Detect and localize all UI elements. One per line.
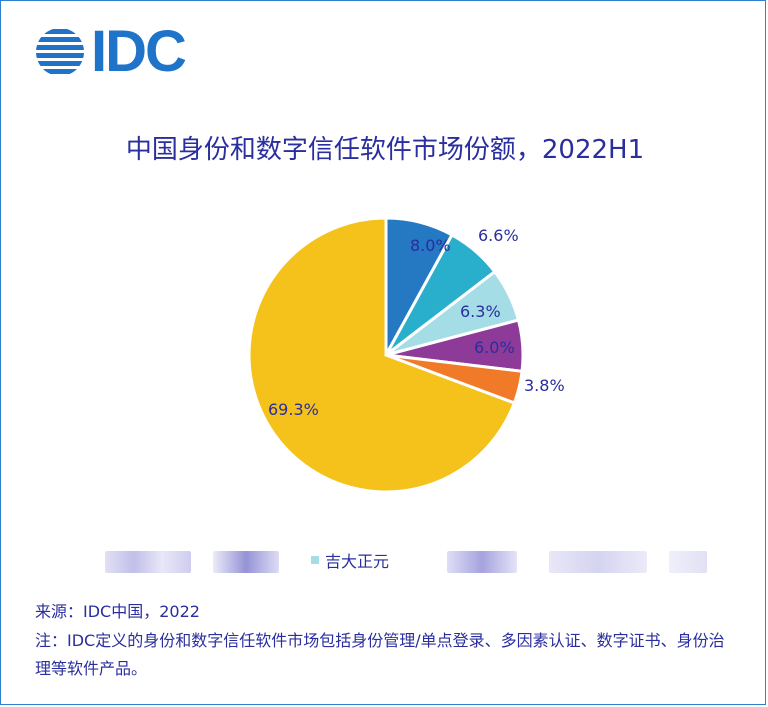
blurred-legend-entry xyxy=(549,551,647,573)
source-text: 来源：IDC中国，2022 xyxy=(35,602,200,621)
slice-label: 6.3% xyxy=(460,302,501,321)
slice-label: 6.0% xyxy=(474,338,515,357)
pie-slice xyxy=(247,216,517,494)
legend: 吉大正元 xyxy=(1,547,768,579)
idc-logo: IDC xyxy=(35,19,187,84)
blurred-legend-entry xyxy=(213,551,279,573)
logo-text: IDC xyxy=(91,19,187,84)
blurred-legend-entry xyxy=(447,551,517,573)
globe-icon xyxy=(36,29,84,74)
slice-label: 8.0% xyxy=(410,236,451,255)
blurred-legend-entry xyxy=(669,551,707,573)
legend-item: 吉大正元 xyxy=(311,547,389,573)
legend-swatch xyxy=(311,556,319,564)
slice-label: 6.6% xyxy=(478,226,519,245)
note-text: 注：IDC定义的身份和数字信任软件市场包括身份管理/单点登录、多因素认证、数字证… xyxy=(35,631,725,678)
legend-label: 吉大正元 xyxy=(325,552,390,571)
slice-label: 69.3% xyxy=(268,400,319,419)
chart-title: 中国身份和数字信任软件市场份额，2022H1 xyxy=(125,135,645,165)
slice-label: 3.8% xyxy=(524,376,565,395)
pie-chart: 8.0% 6.6% 6.3% 6.0% 3.8% 69.3% xyxy=(247,216,565,494)
blurred-legend-entry xyxy=(105,551,191,573)
